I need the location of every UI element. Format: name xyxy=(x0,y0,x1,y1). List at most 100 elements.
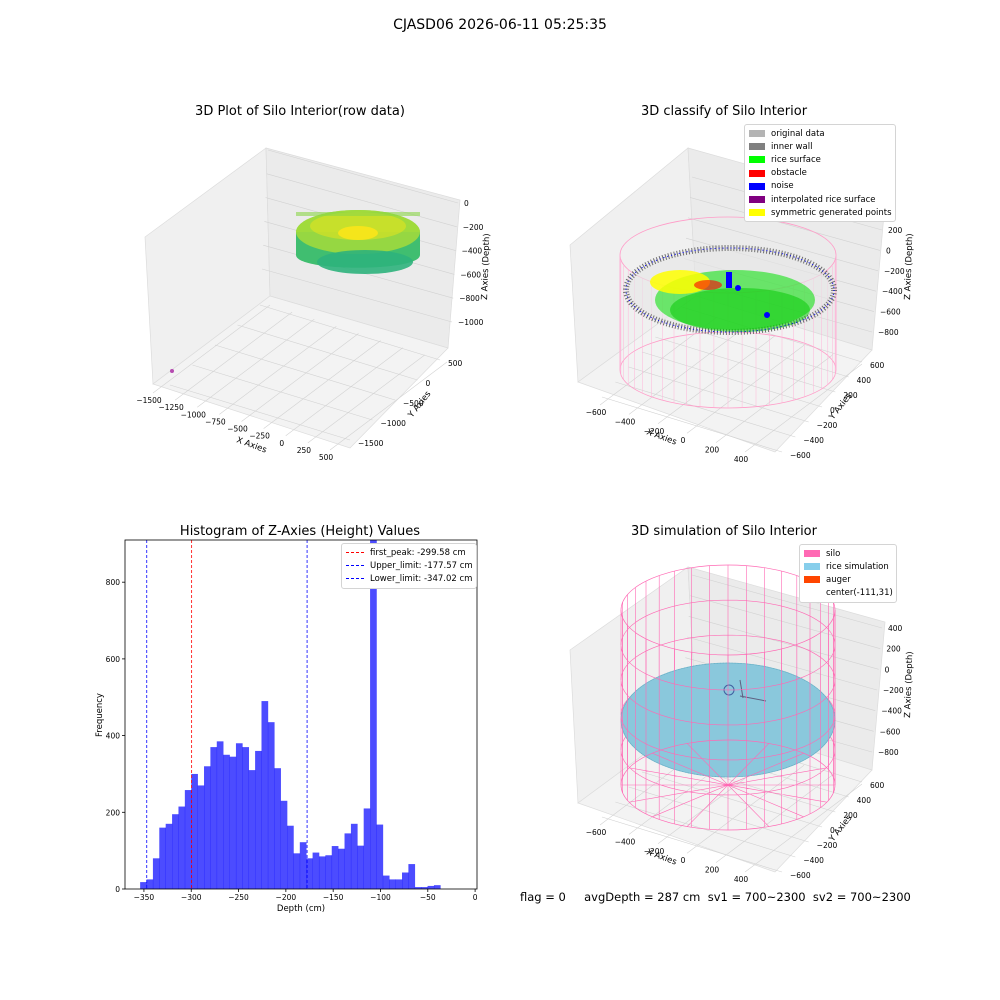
classify-legend-item: rice surface xyxy=(749,153,891,166)
classify-legend-label: symmetric generated points xyxy=(771,207,892,218)
simulation-plot-title: 3D simulation of Silo Interior xyxy=(631,524,817,539)
simulation-z-tick-label: 200 xyxy=(886,645,901,654)
raw-y-gridline xyxy=(169,384,351,441)
classify-y-tick-label: 200 xyxy=(843,391,858,400)
histogram-bar xyxy=(427,885,435,889)
raw-x-gridline xyxy=(197,319,315,408)
simulation-z-gridline xyxy=(691,574,883,629)
histogram-bar xyxy=(318,856,326,889)
raw-x-gridline xyxy=(174,311,293,401)
raw-y-tick-label: 0 xyxy=(426,379,431,388)
histogram-bar xyxy=(267,722,275,889)
histogram-title: Histogram of Z-Axies (Height) Values xyxy=(179,524,421,539)
histogram-bar xyxy=(210,747,218,889)
classify-gridlines xyxy=(599,176,883,453)
simulation-x-tick-label: −200 xyxy=(644,847,665,856)
classify-legend-item: original data xyxy=(749,127,891,140)
classify-y-gridline xyxy=(655,336,836,393)
histogram-y-tick-label: 800 xyxy=(106,578,121,587)
classify-legend-swatch xyxy=(749,156,765,164)
histogram-bar xyxy=(312,852,320,889)
histogram-bar xyxy=(191,773,198,889)
histogram-chart: −350 −300 −250 −200 −150 −100 −50 0 0 200 400 600 8… xyxy=(95,539,478,914)
histogram-bar xyxy=(414,887,422,889)
histogram-bar xyxy=(159,827,166,889)
histogram-x-tick-label: −100 xyxy=(370,893,391,902)
simulation-y-tick-label: 400 xyxy=(857,796,872,805)
histogram-bar xyxy=(344,833,352,889)
histogram-legend-label: Lower_limit: -347.02 cm xyxy=(370,573,473,584)
classify-3d-plot: −600 −400 −200 0 200 400 600 400 200 0 −200 −400 −60… xyxy=(569,147,915,464)
histogram-y-tick-label: 200 xyxy=(106,808,121,817)
simulation-z-tick-label: −400 xyxy=(881,707,902,716)
classify-y-gridline xyxy=(668,321,849,378)
raw-z-tick-label: −800 xyxy=(459,294,480,303)
classify-legend-label: original data xyxy=(771,128,825,139)
raw-y-tick-label: 500 xyxy=(448,359,463,368)
classify-legend-label: obstacle xyxy=(771,168,807,179)
histogram-bar xyxy=(223,754,230,889)
raw-y-tick-label: −500 xyxy=(403,399,424,408)
raw-z-tick-label: −400 xyxy=(462,247,483,256)
histogram-legend: first_peak: -299.58 cm Upper_limit: -177.… xyxy=(341,543,477,589)
simulation-y-gridline xyxy=(628,786,809,843)
classify-legend-item: noise xyxy=(749,180,891,193)
histogram-bar xyxy=(325,855,333,889)
simulation-legend-swatch xyxy=(804,550,820,558)
raw-y-gridline xyxy=(259,304,441,361)
classify-legend-item: interpolated rice surface xyxy=(749,193,891,206)
simulation-z-tick-label: −600 xyxy=(880,727,901,736)
simulation-legend-label: auger xyxy=(826,574,851,585)
raw-x-tick-label: −1000 xyxy=(181,410,207,419)
classify-x-tick-label: 400 xyxy=(734,455,749,464)
simulation-y-tick-label: 0 xyxy=(830,826,835,835)
simulation-legend-label: center(-111,31) xyxy=(826,588,893,599)
histogram-bar xyxy=(248,770,256,889)
simulation-3d-plot: −600 −400 −200 0 200 400 600 400 200 0 −200 −400 −60… xyxy=(569,564,915,884)
histogram-bar xyxy=(165,823,173,889)
simulation-legend-label: silo xyxy=(826,548,841,559)
raw-plot-title: 3D Plot of Silo Interior(row data) xyxy=(195,104,405,119)
histogram-y-tick-label: 0 xyxy=(115,885,120,894)
simulation-z-gridline xyxy=(690,595,881,649)
classify-legend-swatch xyxy=(749,196,765,204)
raw-x-tick-label: −250 xyxy=(249,432,270,441)
raw-x-gridline xyxy=(219,326,337,415)
histogram-x-ticks: −350 −300 −250 −200 −150 −100 −50 0 xyxy=(134,889,478,902)
raw-z-tick-label: −1000 xyxy=(458,318,484,327)
histogram-bar xyxy=(363,808,371,889)
histogram-bar xyxy=(389,879,396,889)
classify-z-tick-label: 200 xyxy=(888,226,903,235)
histogram-bar xyxy=(331,846,339,889)
histogram-bar xyxy=(299,842,307,889)
classify-x-tick-label: 200 xyxy=(705,446,720,455)
classify-x-gridline xyxy=(599,316,718,406)
classify-y-tick-label: −600 xyxy=(790,451,811,460)
classify-z-tick-label: −800 xyxy=(878,328,899,337)
classify-z-gridline xyxy=(687,217,879,272)
classify-y-tick-label: 600 xyxy=(870,361,885,370)
classify-plot-title: 3D classify of Silo Interior xyxy=(640,104,808,119)
raw-x-gridline xyxy=(329,361,448,451)
raw-x-gridline xyxy=(285,347,403,436)
histogram-x-tick-label: −300 xyxy=(181,893,202,902)
classify-y-tick-label: 0 xyxy=(830,406,835,415)
histogram-legend-swatch xyxy=(346,578,364,580)
simulation-y-tick-label: −200 xyxy=(817,841,838,850)
simulation-legend-swatch xyxy=(804,563,820,571)
histogram-bar xyxy=(402,872,409,889)
silo-wireframe xyxy=(620,564,836,831)
classify-z-axis-label: Z Axies (Depth) xyxy=(903,233,915,300)
histogram-bar xyxy=(370,540,377,889)
raw-z-tick-label: −600 xyxy=(460,270,481,279)
histogram-bar xyxy=(235,743,243,889)
simulation-z-tick-label: −200 xyxy=(883,686,904,695)
histogram-y-tick-label: 600 xyxy=(106,655,121,664)
simulation-y-tick-label: 600 xyxy=(870,781,885,790)
classify-x-tick-label: −200 xyxy=(644,427,665,436)
classify-x-gridline xyxy=(657,335,776,425)
raw-z-tick-label: 0 xyxy=(464,199,469,208)
simulation-axis-ticks: −600 −400 −200 0 200 400 600 400 200 0 −200 −400 −60… xyxy=(586,624,904,884)
histogram-bar xyxy=(242,747,250,889)
raw-x-gridline xyxy=(263,340,381,429)
